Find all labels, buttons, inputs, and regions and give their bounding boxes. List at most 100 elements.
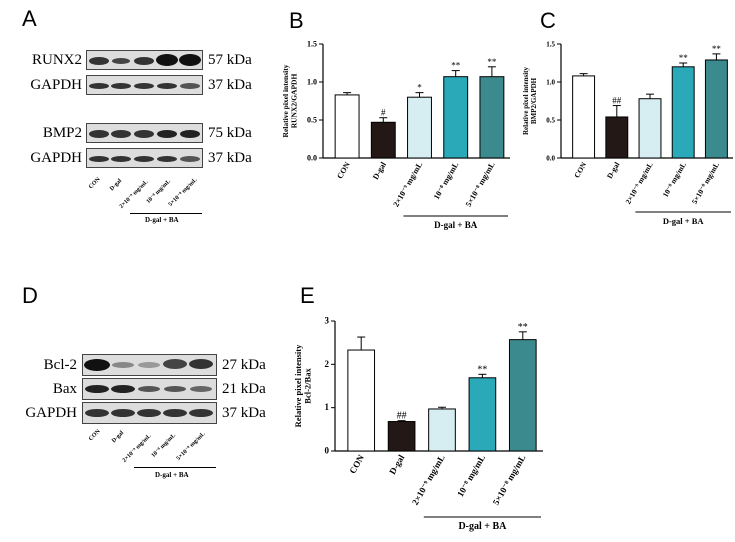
panel-label-a: A (22, 6, 37, 31)
blot-band-strip (86, 148, 203, 168)
bar (508, 339, 537, 452)
bar (704, 59, 728, 159)
significance-label: ** (477, 364, 487, 375)
panel-label-c: C (540, 8, 556, 33)
blot-band-strip (82, 354, 217, 376)
category-label: 10⁻⁸ mg/mL (432, 161, 461, 201)
bar (671, 66, 695, 159)
blot-band-strip (86, 75, 203, 95)
significance-label: * (417, 83, 422, 93)
blot-a-kda: 37 kDa (208, 77, 252, 93)
blot-a-row-label: GAPDH (30, 150, 82, 166)
y-tick-label: 1.5 (307, 40, 317, 49)
y-axis-label: Relative pixel intensity (281, 64, 290, 137)
category-label: 10⁻⁸ mg/mL (661, 161, 688, 199)
panel-label-d: D (22, 283, 38, 308)
category-label: 5×10⁻⁸ mg/mL (464, 161, 497, 209)
blot-a-kda: 57 kDa (208, 52, 252, 68)
y-axis-label: Bcl-2/Bax (303, 368, 313, 404)
significance-label: ## (397, 411, 407, 422)
blot-band-strip (82, 402, 217, 424)
lane-label: 10⁻⁸ mg/mL (150, 432, 177, 459)
category-label: D-gal (387, 453, 406, 477)
bar (370, 121, 396, 159)
blot-a-kda: 75 kDa (208, 125, 252, 141)
blot-d-row-label: Bax (52, 381, 77, 397)
lane-label: CON (88, 428, 102, 443)
lane-label: CON (88, 176, 102, 191)
band-pattern (84, 359, 213, 371)
blot-a-row-label: GAPDH (30, 77, 82, 93)
panel-label-b: B (289, 8, 304, 33)
blot-a-row-label: RUNX2 (31, 52, 82, 68)
band-pattern (89, 130, 200, 138)
bar (605, 116, 629, 159)
lane-label: D-gal (109, 178, 124, 193)
lane-label: 5×10⁻⁸ mg/mL (175, 431, 207, 462)
category-label: 2×10⁻⁹ mg/mL (391, 161, 424, 209)
y-tick-label: 0.5 (307, 116, 317, 125)
category-label: 10⁻⁸ mg/mL (455, 453, 487, 498)
y-tick-label: 2 (325, 359, 330, 369)
bar (387, 421, 416, 452)
blot-d-row-label: Bcl-2 (43, 357, 77, 373)
category-label: 5×10⁻⁸ mg/mL (491, 453, 528, 507)
blot-band-strip (82, 378, 217, 400)
significance-label: ## (612, 96, 622, 106)
category-label: D-gal (371, 160, 389, 181)
band-pattern (89, 156, 200, 162)
significance-label: ** (518, 322, 528, 333)
category-label: 5×10⁻⁸ mg/mL (690, 161, 721, 206)
bar (638, 98, 662, 159)
group-label: D-gal + BA (434, 220, 478, 230)
y-tick-label: 1 (325, 402, 330, 412)
category-label: 2×10⁻⁹ mg/mL (623, 161, 654, 206)
band-pattern (85, 385, 212, 393)
y-axis-label: Relative pixel intensity (522, 66, 530, 135)
blot-a-kda: 37 kDa (208, 150, 252, 166)
bar (443, 76, 469, 159)
band-pattern (85, 409, 213, 417)
group-label: D-gal + BA (155, 471, 189, 479)
band-pattern (89, 83, 200, 89)
group-label: D-gal + BA (663, 216, 705, 226)
significance-label: ** (712, 44, 722, 54)
bar (347, 349, 376, 452)
bar (479, 76, 505, 159)
chart-b: 0.0 0.5 1.0 1.5 Relative pixel intensity RUNX… (281, 40, 510, 230)
y-axis-label: BMP2/GAPDH (530, 77, 538, 124)
y-tick-label: 1.0 (307, 78, 317, 87)
y-tick-label: 0.0 (307, 154, 317, 163)
bar (334, 94, 360, 159)
lane-label: D-gal (111, 430, 126, 445)
chart-e: 0 1 2 3 Relative pixel intensity Bcl-2/Bax CON… (293, 316, 543, 532)
group-line (130, 213, 202, 214)
blot-band-strip (86, 50, 203, 70)
significance-label: # (381, 108, 386, 118)
blot-band-strip (86, 123, 203, 143)
significance-label: ** (679, 53, 689, 63)
bar (428, 408, 456, 452)
blot-a: RUNX2 57 kDa GAPDH 37 kDa BMP2 75 kDa GA… (0, 0, 270, 240)
group-label: D-gal + BA (458, 521, 507, 532)
blot-d-kda: 27 kDa (222, 357, 266, 373)
panel-label-e: E (300, 283, 315, 308)
blot-d: Bcl-2 27 kDa Bax 21 kDa GAPDH 37 kDa CON… (0, 330, 270, 500)
lane-label: 5×10⁻⁸ mg/mL (167, 177, 199, 208)
y-axis-label: RUNX2/GAPDH (290, 74, 299, 129)
y-tick-label: 3 (325, 316, 330, 326)
significance-label: ** (451, 61, 461, 71)
category-label: 2×10⁻⁹ mg/mL (410, 453, 447, 507)
lane-label: 2×10⁻⁹ mg/mL (118, 179, 150, 210)
y-tick-label: 0.0 (546, 155, 555, 163)
group-label: D-gal + BA (145, 216, 179, 224)
y-tick-label: 0.5 (546, 117, 555, 125)
bar (572, 75, 596, 159)
lane-label: 2×10⁻⁹ mg/mL (121, 433, 153, 464)
category-label: CON (572, 160, 588, 179)
blot-a-row-label: BMP2 (42, 125, 82, 141)
blot-d-kda: 37 kDa (222, 405, 266, 421)
y-tick-label: 1.5 (546, 41, 555, 49)
bar (407, 96, 432, 159)
significance-label: ** (487, 57, 497, 67)
